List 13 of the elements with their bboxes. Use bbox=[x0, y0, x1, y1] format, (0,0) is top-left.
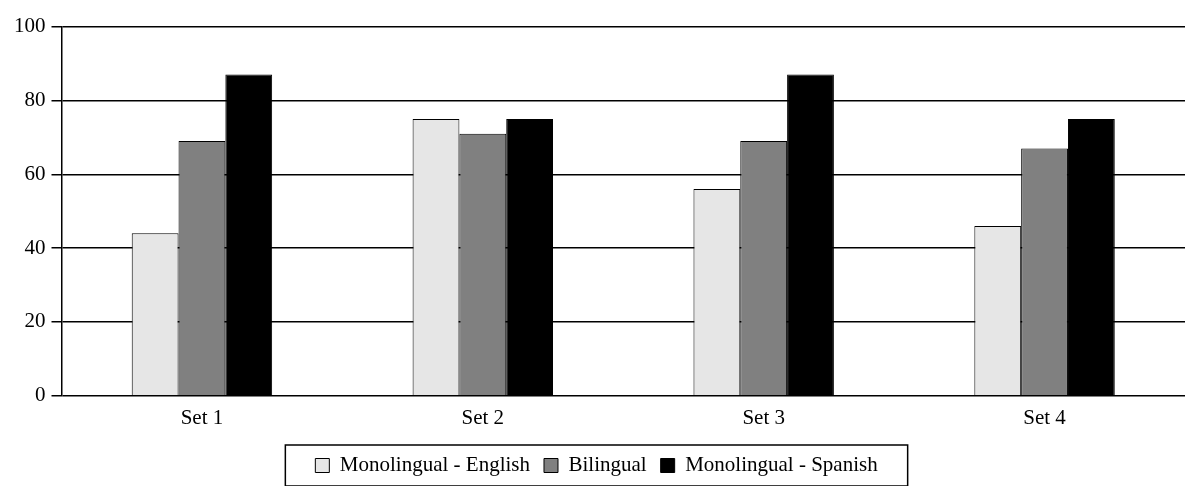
legend-label: Monolingual - Spanish bbox=[685, 452, 879, 477]
x-tick-label: Set 1 bbox=[180, 404, 224, 429]
y-tick-label: 60 bbox=[24, 160, 46, 185]
legend-label: Monolingual - English bbox=[339, 452, 531, 477]
x-tick-label: Set 3 bbox=[742, 404, 785, 429]
y-tick-label: 100 bbox=[14, 13, 46, 38]
x-tick-label: Set 4 bbox=[1023, 404, 1067, 429]
y-tick-label: 20 bbox=[24, 308, 46, 333]
x-tick-label: Set 2 bbox=[461, 404, 505, 429]
y-tick-label: 40 bbox=[24, 234, 46, 259]
y-tick-label: 80 bbox=[24, 86, 46, 111]
legend-label: Bilingual bbox=[568, 452, 647, 477]
y-tick-label: 0 bbox=[35, 382, 46, 407]
